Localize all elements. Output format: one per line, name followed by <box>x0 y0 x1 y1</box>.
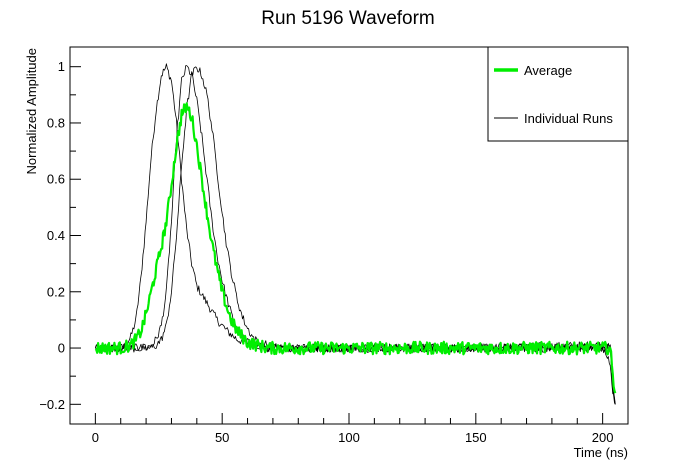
series-layer <box>94 63 617 405</box>
y-tick-label: 0 <box>58 341 65 356</box>
y-axis-label: Normalized Amplitude <box>24 48 39 174</box>
legend-average-label: Average <box>524 63 572 78</box>
x-tick-label: 50 <box>215 430 229 445</box>
y-tick-label: 1 <box>58 59 65 74</box>
y-tick-label: 0.4 <box>47 228 65 243</box>
chart-title: Run 5196 Waveform <box>261 8 435 29</box>
x-tick-label: 100 <box>338 430 360 445</box>
y-tick-label: 0.6 <box>47 172 65 187</box>
y-tick-label: −0.2 <box>39 397 65 412</box>
y-tick-label: 0.2 <box>47 284 65 299</box>
series-average-line <box>94 102 617 394</box>
x-tick-label: 200 <box>592 430 614 445</box>
x-axis-label: Time (ns) <box>574 445 628 460</box>
x-tick-label: 150 <box>465 430 487 445</box>
legend-box <box>487 46 629 142</box>
x-axis-ticks: 0 50 100 150 200 <box>69 413 629 445</box>
legend: Average Individual Runs <box>487 46 629 142</box>
legend-individual-label: Individual Runs <box>524 111 613 126</box>
x-tick-label: 0 <box>92 430 99 445</box>
y-axis-ticks: −0.2 0 0.2 0.4 0.6 0.8 1 <box>39 59 81 412</box>
y-tick-label: 0.8 <box>47 115 65 130</box>
